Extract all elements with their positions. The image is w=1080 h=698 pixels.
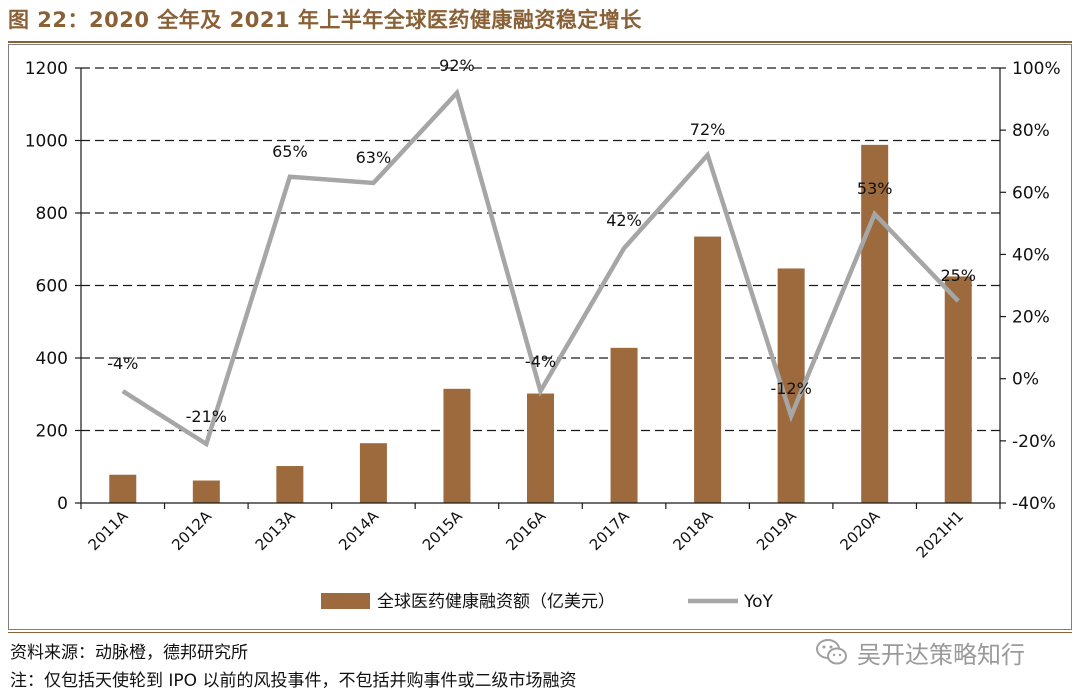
right-tick-label: 20%: [1012, 308, 1050, 328]
bar-2015A: [443, 388, 471, 503]
x-tick-label-2014A: 2014A: [335, 507, 382, 554]
left-tick-label: 200: [36, 422, 68, 442]
yoy-label-2012A: -21%: [186, 407, 227, 426]
x-tick-label-2011A: 2011A: [85, 507, 132, 554]
bar-2011A: [109, 474, 137, 503]
left-tick-label: 600: [36, 277, 68, 297]
bar-2020A: [861, 144, 889, 503]
x-tick-label-2017A: 2017A: [586, 507, 633, 554]
title-divider: [8, 41, 1072, 43]
x-tick-label-2016A: 2016A: [502, 507, 549, 554]
bar-2016A: [527, 393, 554, 503]
x-tick-label-2019A: 2019A: [753, 507, 800, 554]
x-tick-label-2018A: 2018A: [669, 507, 716, 554]
x-tick-label-2020A: 2020A: [837, 507, 884, 554]
yoy-label-2020A: 53%: [857, 179, 893, 198]
bar-2021H1: [944, 276, 972, 503]
bar-2014A: [359, 443, 387, 503]
left-tick-label: 0: [57, 494, 68, 514]
data-labels: -4% -21% 65% 63% 92% -4% 42% 72% -12% 53% 25%: [107, 56, 976, 426]
yoy-label-2017A: 42%: [606, 211, 642, 230]
yoy-label-2011A: -4%: [107, 354, 138, 373]
bar-2017A: [610, 347, 638, 503]
left-tick-label: 1000: [25, 132, 68, 152]
footer-divider: [8, 632, 1072, 633]
bar-series: [109, 144, 972, 503]
right-tick-label: 0%: [1012, 370, 1039, 390]
yoy-label-2016A: -4%: [525, 352, 556, 371]
source-note: 资料来源：动脉橙，德邦研究所: [10, 643, 248, 663]
legend-bar-label: 全球医药健康融资额（亿美元）: [377, 592, 615, 612]
legend: 全球医药健康融资额（亿美元） YoY: [321, 592, 774, 612]
left-tick-label: 1200: [25, 59, 68, 79]
bar-2012A: [192, 480, 220, 503]
right-tick-label: 60%: [1012, 183, 1050, 203]
legend-line-label: YoY: [743, 592, 774, 612]
x-tick-label-2015A: 2015A: [419, 507, 466, 554]
yoy-line-series: [121, 88, 960, 448]
watermark: 吴开达策略知行: [815, 636, 1025, 669]
x-tick-label-2021H1: 2021H1: [913, 507, 967, 561]
right-tick-label: -20%: [1012, 432, 1056, 452]
right-tick-label: 40%: [1012, 245, 1050, 265]
yoy-label-2015A: 92%: [439, 56, 475, 75]
yoy-line: [121, 88, 960, 448]
bar-2013A: [276, 466, 304, 503]
legend-bar-swatch: [321, 593, 370, 609]
chart-area: 0 200 400 600 800 1000 1200 -40% -20% 0% 20% 40% 60%…: [25, 56, 1061, 612]
right-tick-label: 80%: [1012, 121, 1050, 141]
x-tick-label-2013A: 2013A: [252, 507, 299, 554]
yoy-label-2019A: -12%: [770, 379, 811, 398]
footnote: 注：仅包括天使轮到 IPO 以前的风投事件，不包括并购事件或二级市场融资: [10, 671, 577, 691]
right-tick-label: 100%: [1012, 59, 1061, 79]
bar-2018A: [694, 236, 722, 503]
yoy-label-2014A: 63%: [356, 148, 392, 167]
right-tick-label: -40%: [1012, 494, 1056, 514]
chart-title: 图 22：2020 全年及 2021 年上半年全球医药健康融资稳定增长: [8, 8, 642, 32]
watermark-text: 吴开达策略知行: [857, 640, 1025, 669]
wechat-icon: [816, 639, 847, 665]
yoy-label-2021H1: 25%: [940, 266, 976, 285]
x-tick-label-2012A: 2012A: [168, 507, 215, 554]
yoy-label-2018A: 72%: [690, 120, 726, 139]
left-tick-label: 400: [36, 349, 68, 369]
chart-frame: [8, 44, 1072, 630]
left-tick-label: 800: [36, 204, 68, 224]
yoy-label-2013A: 65%: [272, 142, 308, 161]
